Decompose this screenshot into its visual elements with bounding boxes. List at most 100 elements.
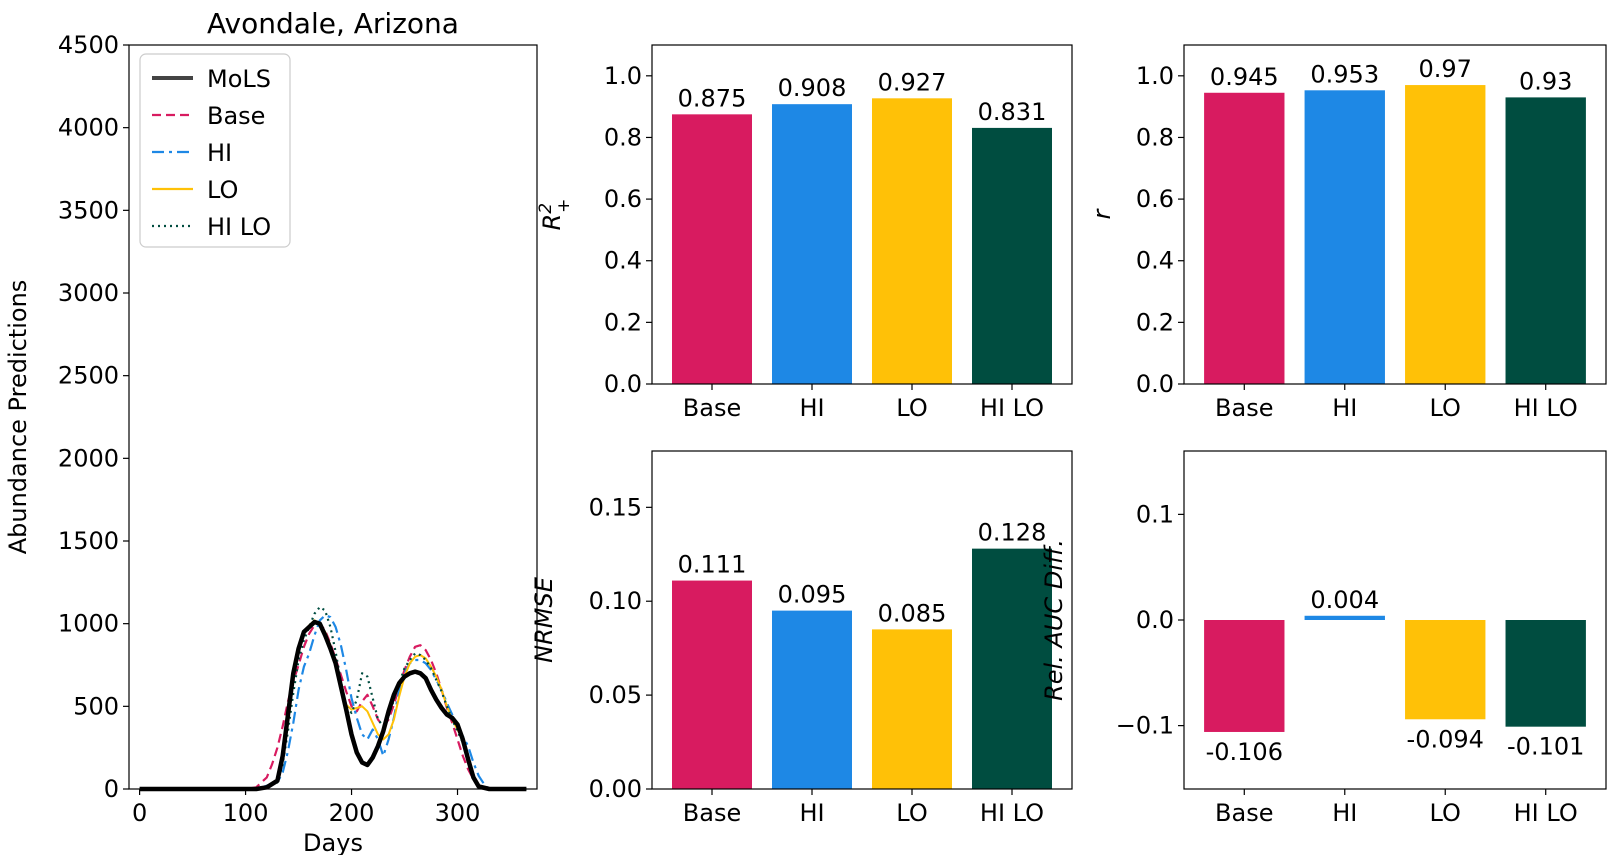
- r-xtick-label: LO: [1430, 394, 1461, 422]
- r2-ytick-label: 0.2: [604, 308, 642, 336]
- auc-xtick-label: HI: [1332, 799, 1357, 827]
- auc-xtick-label: HI LO: [1514, 799, 1578, 827]
- abundance-ytick-label: 0: [104, 775, 119, 803]
- r-bar-hi: [1304, 90, 1385, 384]
- r-ytick-label: 0.4: [1136, 247, 1174, 275]
- auc-bar-hi-lo: [1505, 620, 1586, 727]
- r2-xtick-label: Base: [683, 394, 741, 422]
- auc-bars: -0.106 0.004 -0.094 -0.101: [1204, 586, 1586, 766]
- abundance-ytick-label: 2000: [58, 444, 119, 472]
- r2-ytick-label: 0.8: [604, 123, 642, 151]
- r-ytick-label: 0.0: [1136, 370, 1174, 398]
- nrmse-bar-hi: [772, 610, 852, 789]
- nrmse-bars: 0.111 0.095 0.085 0.128: [672, 519, 1052, 789]
- nrmse-xtick-label: LO: [896, 799, 927, 827]
- auc-bar-lo: [1405, 620, 1486, 720]
- abundance-xtick-label: 300: [435, 799, 481, 827]
- r-data-label: 0.93: [1519, 67, 1572, 95]
- r2-ytick-label: 0.4: [604, 247, 642, 275]
- abundance-ytick-label: 4000: [58, 114, 119, 142]
- r2-xtick-label: LO: [896, 394, 927, 422]
- r-frame: [1183, 44, 1607, 385]
- r-bar-hi-lo: [1505, 97, 1586, 385]
- legend: MoLS Base HI LO HI LO: [139, 53, 291, 248]
- abundance-ytick-label: 1000: [58, 610, 119, 638]
- nrmse-ytick-label: 0.05: [589, 681, 642, 709]
- r2-data-label: 0.908: [778, 74, 847, 102]
- abundance-xlabel: Days: [303, 829, 363, 855]
- r2-bar-lo: [872, 98, 952, 384]
- nrmse-xtick-label: HI: [799, 799, 824, 827]
- r2-data-label: 0.831: [978, 98, 1047, 126]
- auc-frame: [1183, 450, 1607, 790]
- r2-xtick-label: HI: [799, 394, 824, 422]
- r2-ytick-label: 1.0: [604, 62, 642, 90]
- r-bars: 0.945 0.953 0.97 0.93: [1204, 55, 1586, 385]
- r2-ylabel: R2+: [536, 199, 574, 231]
- nrmse-bar-lo: [872, 629, 952, 789]
- r2-bar-hi-lo: [972, 127, 1052, 384]
- legend-label-hi: HI: [207, 139, 232, 167]
- nrmse-ylabel: NRMSE: [530, 576, 558, 663]
- series-line-mols: [139, 619, 527, 792]
- r-ylabel: r: [1088, 207, 1116, 219]
- auc-ylabel: Rel. AUC Diff.: [1040, 539, 1068, 701]
- nrmse-data-label: 0.085: [878, 599, 947, 627]
- nrmse-data-label: 0.128: [978, 519, 1047, 547]
- abundance-title: Avondale, Arizona: [207, 7, 459, 40]
- r-xtick-label: Base: [1215, 394, 1273, 422]
- abundance-ytick-label: 500: [73, 692, 119, 720]
- auc-data-label: -0.094: [1407, 725, 1484, 753]
- abundance-ytick-label: 4500: [58, 31, 119, 59]
- nrmse-frame: [651, 450, 1073, 790]
- r-xtick-label: HI: [1332, 394, 1357, 422]
- r2-bar-hi: [772, 104, 852, 385]
- nrmse-ytick-label: 0.15: [589, 493, 642, 521]
- nrmse-bar-hi-lo: [972, 548, 1052, 789]
- legend-label-hi-lo: HI LO: [207, 213, 271, 241]
- r2-ylabel-sub: +: [554, 199, 574, 213]
- r-data-label: 0.945: [1210, 63, 1279, 91]
- nrmse-data-label: 0.095: [778, 581, 847, 609]
- r-data-label: 0.953: [1310, 60, 1379, 88]
- r2-ylabel-base: R: [538, 214, 566, 231]
- auc-data-label: 0.004: [1310, 586, 1379, 614]
- r2-data-label: 0.927: [878, 68, 947, 96]
- auc-bar-base: [1204, 620, 1285, 732]
- abundance-plot-area: [139, 606, 527, 792]
- auc-data-label: -0.101: [1507, 733, 1584, 761]
- nrmse-bar-base: [672, 580, 752, 789]
- abundance-ytick-label: 3000: [58, 279, 119, 307]
- auc-bar-hi: [1304, 615, 1385, 620]
- r2-bar-base: [672, 114, 752, 384]
- abundance-frame: [128, 44, 538, 790]
- r2-ytick-label: 0.6: [604, 185, 642, 213]
- auc-ytick-label: 0.0: [1136, 606, 1174, 634]
- r2-xtick-label: HI LO: [980, 394, 1044, 422]
- auc-xtick-label: LO: [1430, 799, 1461, 827]
- legend-label-base: Base: [207, 102, 265, 130]
- r-xtick-label: HI LO: [1514, 394, 1578, 422]
- legend-label-lo: LO: [207, 176, 238, 204]
- r2-ytick-label: 0.0: [604, 370, 642, 398]
- nrmse-xtick-label: HI LO: [980, 799, 1044, 827]
- auc-ytick-label: 0.1: [1136, 500, 1174, 528]
- legend-frame: [139, 53, 291, 248]
- nrmse-ytick-label: 0.00: [589, 775, 642, 803]
- r-ytick-label: 1.0: [1136, 62, 1174, 90]
- r-bar-lo: [1405, 85, 1486, 385]
- abundance-xtick-label: 100: [223, 799, 269, 827]
- legend-label-mols: MoLS: [207, 65, 271, 93]
- r2-ylabel-sup: 2: [536, 203, 556, 214]
- r-bar-base: [1204, 92, 1285, 384]
- r-ytick-label: 0.8: [1136, 123, 1174, 151]
- r-data-label: 0.97: [1419, 55, 1472, 83]
- r-ytick-label: 0.2: [1136, 308, 1174, 336]
- abundance-ytick-label: 1500: [58, 527, 119, 555]
- auc-xtick-label: Base: [1215, 799, 1273, 827]
- abundance-ytick-label: 3500: [58, 196, 119, 224]
- r2-bars: 0.875 0.908 0.927 0.831: [672, 68, 1052, 385]
- r2-frame: [651, 44, 1073, 385]
- auc-data-label: -0.106: [1206, 738, 1283, 766]
